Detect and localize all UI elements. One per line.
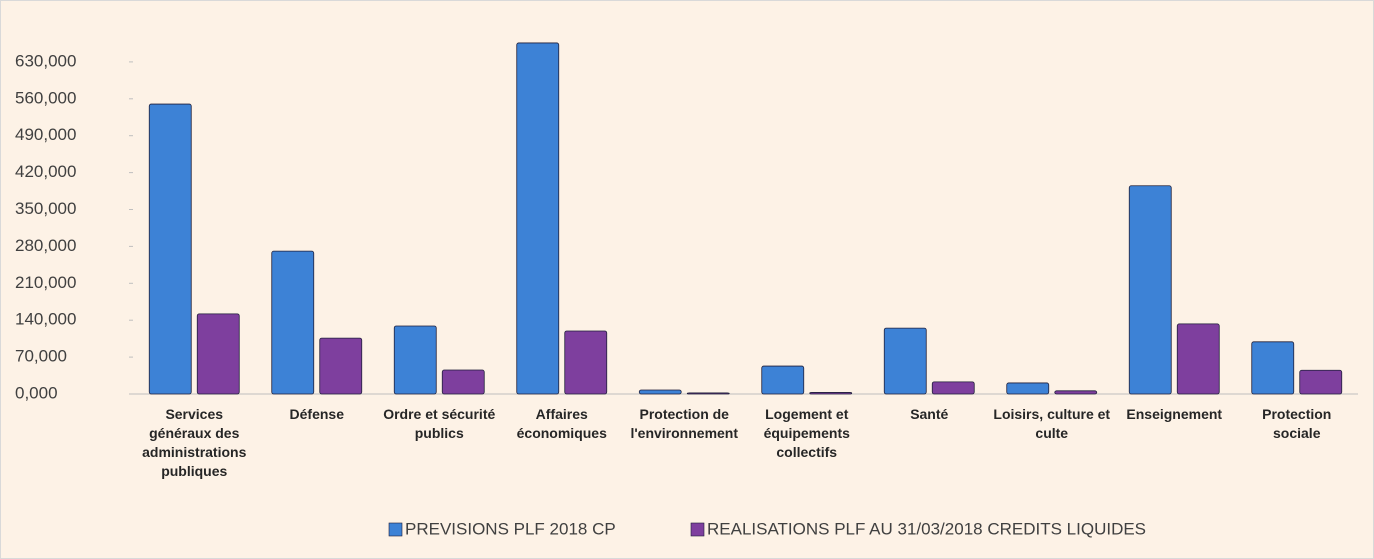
bar xyxy=(1054,390,1098,395)
bar xyxy=(564,330,608,395)
bar xyxy=(883,327,927,395)
x-tick-label: Enseignement xyxy=(1126,406,1223,422)
y-tick-label: 280,000 xyxy=(15,236,76,255)
y-tick-label: 210,000 xyxy=(15,273,76,292)
bar xyxy=(761,365,805,395)
bar xyxy=(1176,323,1220,395)
legend-swatch xyxy=(388,522,403,537)
x-tick-label: Services généraux des administrations pu… xyxy=(142,406,247,479)
legend-label: REALISATIONS PLF AU 31/03/2018 CREDITS L… xyxy=(707,519,1146,538)
bar xyxy=(1299,369,1343,395)
bar xyxy=(1128,185,1172,395)
bar xyxy=(319,337,363,395)
bar xyxy=(638,389,682,395)
bar xyxy=(393,325,437,395)
bar xyxy=(809,392,853,395)
y-tick-label: 420,000 xyxy=(15,162,76,181)
bar xyxy=(1251,341,1295,395)
bar xyxy=(516,42,560,395)
x-tick-label: Défense xyxy=(289,406,344,422)
bar xyxy=(1006,382,1050,395)
x-tick-label: Protection sociale xyxy=(1262,406,1332,441)
y-tick-label: 490,000 xyxy=(15,125,76,144)
bar xyxy=(196,313,240,395)
x-tick-label: Protection de l'environnement xyxy=(630,406,739,441)
legend-swatch xyxy=(690,522,705,537)
y-tick-label: 140,000 xyxy=(15,310,76,329)
y-tick-label: 560,000 xyxy=(15,88,76,107)
y-tick-label: 630,000 xyxy=(15,51,76,70)
x-tick-label: Santé xyxy=(910,406,949,422)
y-tick-label: 70,000 xyxy=(15,347,67,366)
bar xyxy=(271,250,315,395)
bar xyxy=(931,381,975,395)
x-tick-label: Ordre et sécurité publics xyxy=(383,406,496,441)
bar xyxy=(441,369,485,395)
bar xyxy=(686,392,730,395)
y-tick-label: 0,000 xyxy=(15,383,58,402)
x-tick-label: Loisirs, culture et culte xyxy=(993,406,1111,441)
x-tick-label: Logement et équipements collectifs xyxy=(763,406,850,460)
x-tick-label: Affaires économiques xyxy=(516,406,607,441)
bar xyxy=(148,103,192,395)
y-tick-label: 350,000 xyxy=(15,199,76,218)
legend-label: PREVISIONS PLF 2018 CP xyxy=(405,519,616,538)
